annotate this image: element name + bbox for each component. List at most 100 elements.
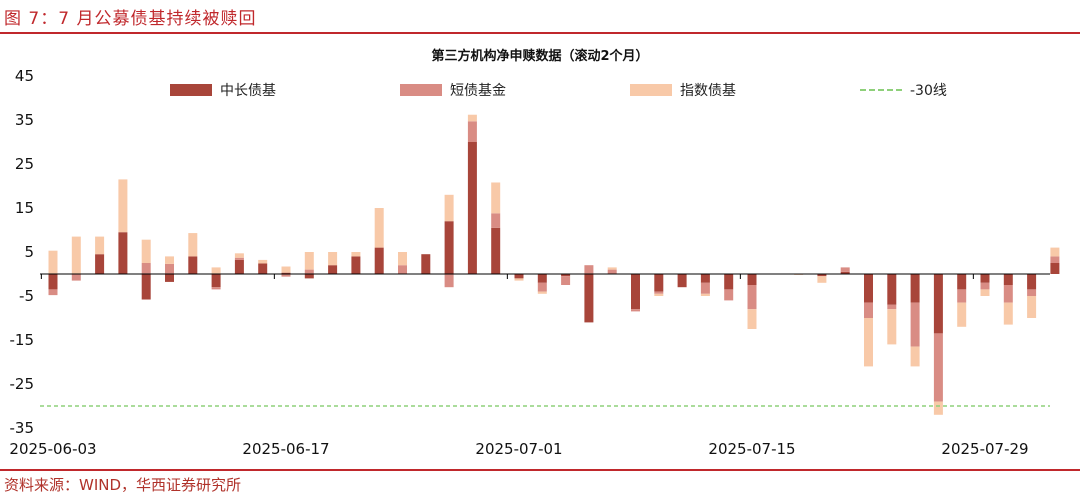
bar-segment [887,274,897,305]
bar-segment [724,289,734,301]
bar-segment [351,252,361,257]
bar-segment [1003,285,1013,303]
bar-segment [980,289,990,296]
bar-segment [141,263,151,274]
bar-segment [328,252,338,266]
bar-segment [864,274,873,303]
bar-segment [165,263,174,274]
bar-segment [491,227,501,274]
bar-segment [817,274,827,277]
bar-segment [95,236,105,255]
top-rule [0,32,1080,34]
bar-segment [1050,256,1060,263]
bar-segment [840,271,850,274]
bar-segment [234,259,244,274]
bar-segment [514,278,524,281]
y-tick-label: 15 [14,199,34,217]
bar-segment [211,274,221,288]
bar-segment [1027,274,1037,290]
bar-segment [398,252,407,266]
bar-segment [165,274,174,282]
bar-segment [747,309,757,329]
bar-segment [1050,247,1060,257]
bar-segment [1050,263,1060,274]
figure-title: 图 7：7 月公募债基持续被赎回 [4,9,257,29]
bar-segment [933,401,943,415]
bar-segment [840,267,850,272]
bar-segment [1027,289,1037,296]
bar-segment [957,274,967,290]
bar-segment [141,239,151,263]
bar-segment [607,269,617,274]
bar-segment [887,309,897,345]
bar-segment [980,274,990,283]
bar-segment [304,269,314,274]
legend-swatch-threshold [860,89,902,91]
x-tick-label: 2025-07-15 [708,440,796,458]
legend-label-threshold: -30线 [910,83,947,99]
bar-segment [141,274,151,300]
y-tick-label: 25 [14,155,34,173]
x-tick-label: 2025-06-17 [242,440,330,458]
legend-item-threshold: -30线 [860,80,947,100]
x-tick-label: 2025-06-03 [9,440,97,458]
bar-segment [631,309,640,312]
bar-segment [165,256,174,264]
y-tick-label: 45 [14,67,34,85]
legend-item-short-bond: 短债基金 [400,80,506,100]
bar-segment [95,254,105,274]
bar-segment [281,272,291,274]
bar-segment [700,282,710,294]
bar-segment [491,213,501,228]
bar-segment [817,276,827,283]
bar-segment [48,289,58,296]
bar-segment [677,274,687,288]
bar-segment [421,254,431,274]
bar-segment [444,221,454,274]
bar-segment [281,266,291,273]
bar-segment [444,194,454,222]
legend-label-long-bond: 中长债基 [220,83,276,99]
bar-segment [584,274,594,323]
y-tick-label: -5 [19,287,34,305]
x-tick-label: 2025-07-29 [941,440,1029,458]
bar-segment [467,142,477,274]
bar-segment [700,274,710,283]
bar-segment [467,114,477,122]
bar-segment [491,182,501,214]
bar-segment [48,250,58,274]
y-tick-label: -15 [9,331,35,349]
legend-item-index-bond: 指数债基 [630,80,736,100]
bar-segment [933,333,943,402]
bar-segment [71,274,81,281]
bar-segment [234,257,244,260]
y-tick-label: 5 [24,243,34,261]
bar-segment [118,179,128,233]
bar-segment [188,233,198,257]
legend-swatch-index-bond [630,84,672,96]
bar-segment [980,282,990,290]
bar-segment [864,302,873,318]
y-tick-label: -25 [9,375,35,393]
bar-segment [351,256,361,274]
bar-segment [234,253,244,258]
bar-segment [1027,296,1037,318]
bar-segment [747,274,757,285]
legend-label-short-bond: 短债基金 [450,83,506,99]
chart-title: 第三方机构净申赎数据（滚动2个月） [431,49,649,64]
y-tick-label: 35 [14,111,34,129]
bottom-rule [0,469,1080,471]
legend-swatch-short-bond [400,84,442,96]
bar-segment [304,274,314,279]
bar-segment [118,232,128,274]
chart-legend: 中长债基 短债基金 指数债基 -30线 [0,80,1080,100]
bar-segment [537,291,547,294]
bar-segment [1003,302,1013,325]
bar-segment [398,265,407,274]
y-tick-label: -35 [9,419,35,437]
bar-segment [933,274,943,334]
legend-item-long-bond: 中长债基 [170,80,276,100]
bar-segment [211,287,221,290]
bar-segment [537,282,547,292]
